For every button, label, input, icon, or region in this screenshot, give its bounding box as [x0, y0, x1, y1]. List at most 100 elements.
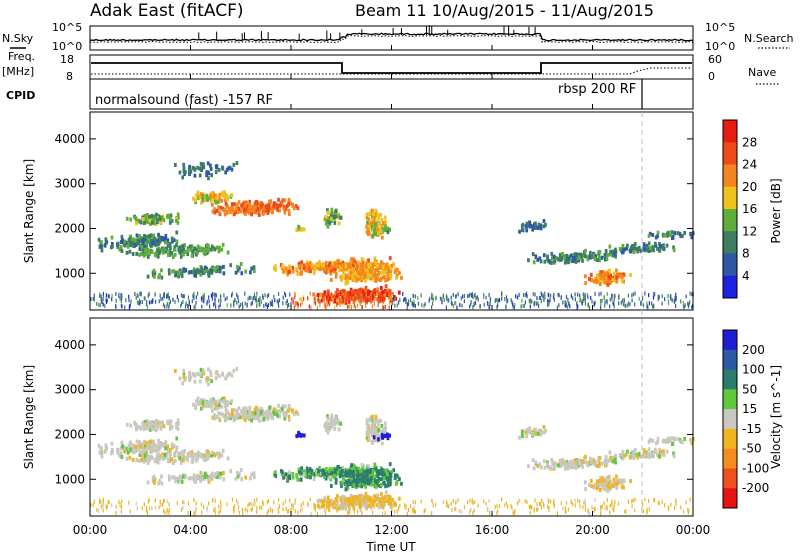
velocity-cell — [252, 471, 256, 476]
power-cell — [210, 268, 213, 273]
power-cell — [194, 273, 197, 278]
power-cell — [366, 270, 369, 275]
velocity-cell — [147, 499, 149, 504]
velocity-cell — [272, 410, 275, 415]
velocity-cell — [657, 454, 661, 459]
power-cell — [265, 302, 267, 307]
power-cell — [193, 296, 195, 300]
power-cell — [200, 296, 203, 301]
velocity-cell — [145, 508, 148, 513]
velocity-cell — [327, 502, 330, 507]
power-cell — [196, 250, 199, 255]
power-cell — [379, 271, 383, 276]
velocity-cell — [620, 485, 624, 490]
power-cell — [107, 294, 109, 299]
power-cell — [613, 304, 615, 309]
velocity-cell — [110, 441, 114, 446]
power-cell — [152, 298, 154, 303]
power-cell — [211, 209, 215, 214]
velocity-cell — [370, 481, 374, 486]
power-cell — [331, 295, 333, 300]
velocity-cell — [181, 474, 185, 479]
power-cell — [338, 264, 342, 269]
power-cell — [176, 220, 180, 225]
power-cell — [549, 260, 553, 265]
velocity-cell — [393, 500, 395, 505]
power-cell — [334, 214, 338, 219]
power-cell — [643, 247, 647, 252]
velocity-cell — [680, 505, 682, 510]
power-cell — [390, 263, 394, 268]
power-cell — [220, 191, 224, 196]
velocity-cell — [602, 476, 605, 481]
power-cell — [380, 276, 383, 281]
velocity-cell — [381, 496, 385, 501]
velocity-cell — [228, 371, 232, 376]
velocity-cell — [388, 498, 390, 503]
velocity-cell — [380, 492, 383, 496]
velocity-cell — [207, 454, 211, 459]
power-cell — [377, 299, 381, 304]
power-cell — [172, 238, 176, 243]
power-cell — [653, 291, 655, 296]
power-cell — [582, 299, 584, 304]
power-cell — [372, 273, 376, 278]
power-cell — [586, 257, 590, 262]
velocity-cell — [596, 464, 600, 468]
velocity-cell — [284, 499, 287, 504]
power-cell — [223, 198, 227, 203]
power-cell — [367, 217, 371, 222]
velocity-cell — [330, 498, 333, 503]
velocity-cell — [633, 448, 637, 453]
power-cell — [329, 268, 333, 273]
power-cell — [680, 299, 682, 304]
velocity-cell — [556, 511, 558, 516]
velocity-cell — [132, 443, 135, 448]
power-cell — [676, 231, 680, 236]
power-cell — [470, 299, 472, 304]
velocity-cell — [588, 482, 591, 487]
power-cell — [603, 280, 607, 285]
power-data-layer — [90, 161, 695, 310]
velocity-cell — [382, 433, 386, 438]
velocity-cell — [388, 462, 392, 467]
velocity-cell — [360, 484, 364, 489]
velocity-cell — [527, 464, 530, 469]
power-cell — [346, 292, 350, 297]
power-cell — [326, 210, 330, 215]
velocity-cell — [100, 504, 102, 509]
velocity-cell — [158, 423, 162, 428]
power-cell — [341, 294, 343, 299]
velocity-cell — [651, 451, 655, 456]
power-cell — [135, 217, 138, 222]
power-cell — [584, 293, 586, 297]
power-cell — [691, 305, 693, 309]
power-cell — [159, 220, 163, 225]
velocity-cell — [346, 480, 349, 485]
velocity-cell — [584, 454, 587, 459]
velocity-cell — [552, 460, 556, 465]
velocity-cell — [135, 448, 139, 453]
velocity-cell — [393, 476, 397, 481]
power-cell — [197, 247, 200, 251]
power-cell — [244, 301, 246, 306]
power-cell — [153, 271, 157, 276]
power-cell — [231, 209, 235, 214]
power-cell — [217, 205, 220, 210]
velocity-cell — [600, 461, 604, 466]
power-cell — [139, 238, 142, 243]
power-cell — [314, 294, 316, 299]
power-cell — [341, 263, 344, 267]
power-cell — [370, 227, 374, 232]
velocity-cell — [583, 500, 585, 505]
velocity-cell — [538, 501, 541, 506]
velocity-cell — [612, 477, 616, 482]
velocity-cell — [172, 475, 176, 480]
velocity-cell — [564, 462, 568, 467]
power-cell — [287, 208, 291, 213]
power-cell — [250, 302, 252, 307]
velocity-cell — [524, 430, 528, 435]
velocity-cell — [214, 472, 218, 477]
velocity-cell — [252, 415, 256, 420]
power-cell — [661, 301, 663, 306]
